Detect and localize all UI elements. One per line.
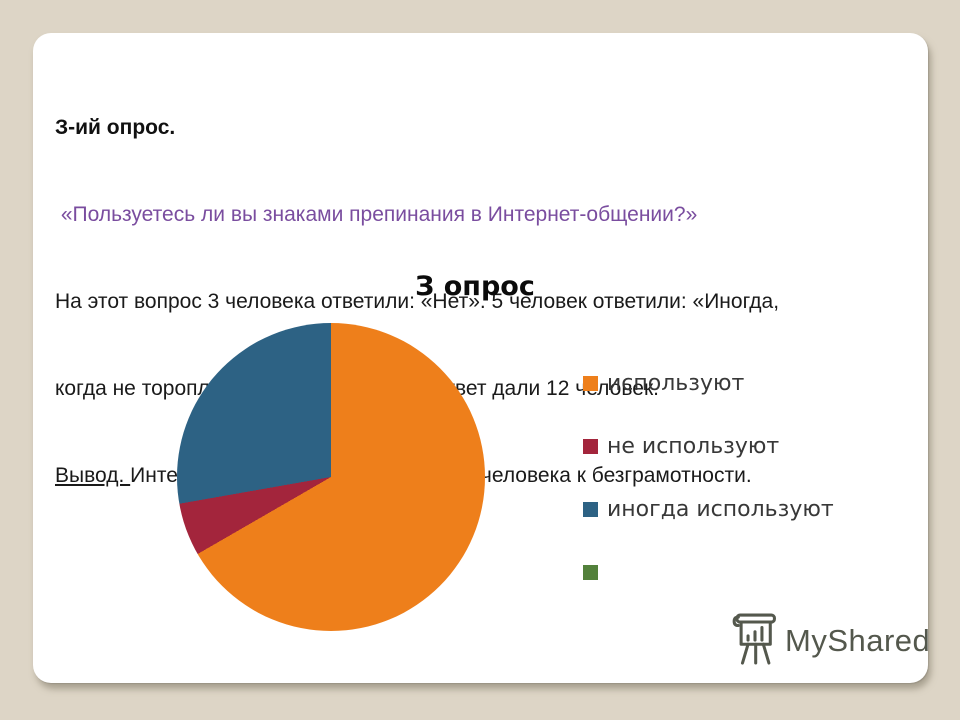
slide-card: З-ий опрос. «Пользуетесь ли вы знаками п… — [33, 33, 928, 683]
text-block: З-ий опрос. «Пользуетесь ли вы знаками п… — [55, 55, 905, 548]
legend-swatch-red — [583, 438, 598, 454]
pie-chart — [177, 323, 485, 631]
legend-label: используют — [607, 370, 745, 396]
legend-swatch-green — [583, 564, 598, 580]
legend-swatch-orange — [583, 375, 598, 391]
conclusion-label: Вывод. — [55, 464, 131, 487]
watermark-text: MyShared — [785, 622, 931, 658]
easel-chart-icon — [730, 610, 780, 671]
myshared-watermark[interactable]: MyShared — [730, 610, 930, 671]
chart-legend: используют не используют иногда использу… — [583, 370, 834, 622]
legend-item-dont-use: не используют — [583, 433, 834, 459]
chart-title: З опрос — [415, 271, 535, 302]
survey-question: «Пользуетесь ли вы знаками препинания в … — [55, 203, 698, 226]
legend-item-sometimes-use: иногда используют — [583, 496, 834, 522]
legend-label: не используют — [607, 433, 780, 459]
legend-swatch-blue — [583, 501, 598, 517]
legend-item-empty — [583, 559, 834, 585]
legend-item-use: используют — [583, 370, 834, 396]
legend-label: иногда используют — [607, 496, 834, 522]
survey-body-line1: На этот вопрос 3 человека ответили: «Нет… — [55, 290, 780, 313]
survey-heading: З-ий опрос. — [55, 116, 176, 139]
